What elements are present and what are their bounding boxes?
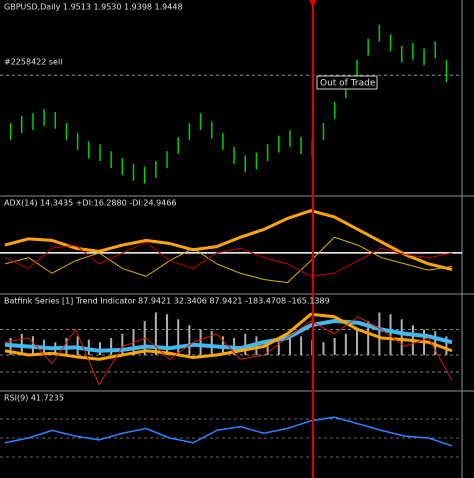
histogram-bar	[199, 329, 202, 355]
series-line	[4, 316, 453, 386]
series-line	[4, 236, 453, 284]
panel-title: Batfink Series [1] Trend Indicator 87.94…	[4, 297, 330, 306]
series-line	[4, 319, 453, 353]
annotation: Out of Trade	[320, 79, 376, 89]
histogram-bar	[378, 312, 381, 355]
series-line	[4, 416, 453, 447]
time-marker-arrow	[309, 0, 317, 7]
histogram-bar	[110, 338, 113, 355]
histogram-bar	[356, 329, 359, 355]
histogram-bar	[166, 314, 169, 355]
histogram-bar	[445, 336, 448, 355]
histogram-bar	[277, 342, 280, 355]
series-line	[4, 312, 453, 361]
histogram-bar	[121, 333, 124, 355]
histogram-bar	[322, 342, 325, 355]
histogram-bar	[367, 321, 370, 355]
series-line	[4, 241, 453, 277]
panel-title: ADX(14) 14.3435 +DI:16.2880 -DI:24.9466	[4, 199, 176, 208]
histogram-bar	[177, 319, 180, 355]
histogram-bar	[210, 331, 213, 355]
panel-title: GBPUSD,Daily 1.9513 1.9530 1.9398 1.9448	[4, 3, 183, 12]
histogram-bar	[98, 342, 101, 355]
histogram-bar	[188, 325, 191, 355]
histogram-bar	[300, 336, 303, 355]
histogram-bar	[288, 338, 291, 355]
histogram-bar	[154, 312, 157, 355]
annotation-box	[316, 75, 378, 90]
plots	[0, 24, 462, 458]
order-label: #2258422 sell	[4, 58, 62, 67]
histogram-bar	[244, 333, 247, 355]
histogram-bar	[344, 333, 347, 355]
histogram-bar	[266, 339, 269, 355]
histogram-bar	[400, 319, 403, 355]
panel-title: RSI(9) 41.7235	[4, 394, 64, 403]
histogram-bar	[389, 314, 392, 355]
histogram-bar	[333, 338, 336, 355]
